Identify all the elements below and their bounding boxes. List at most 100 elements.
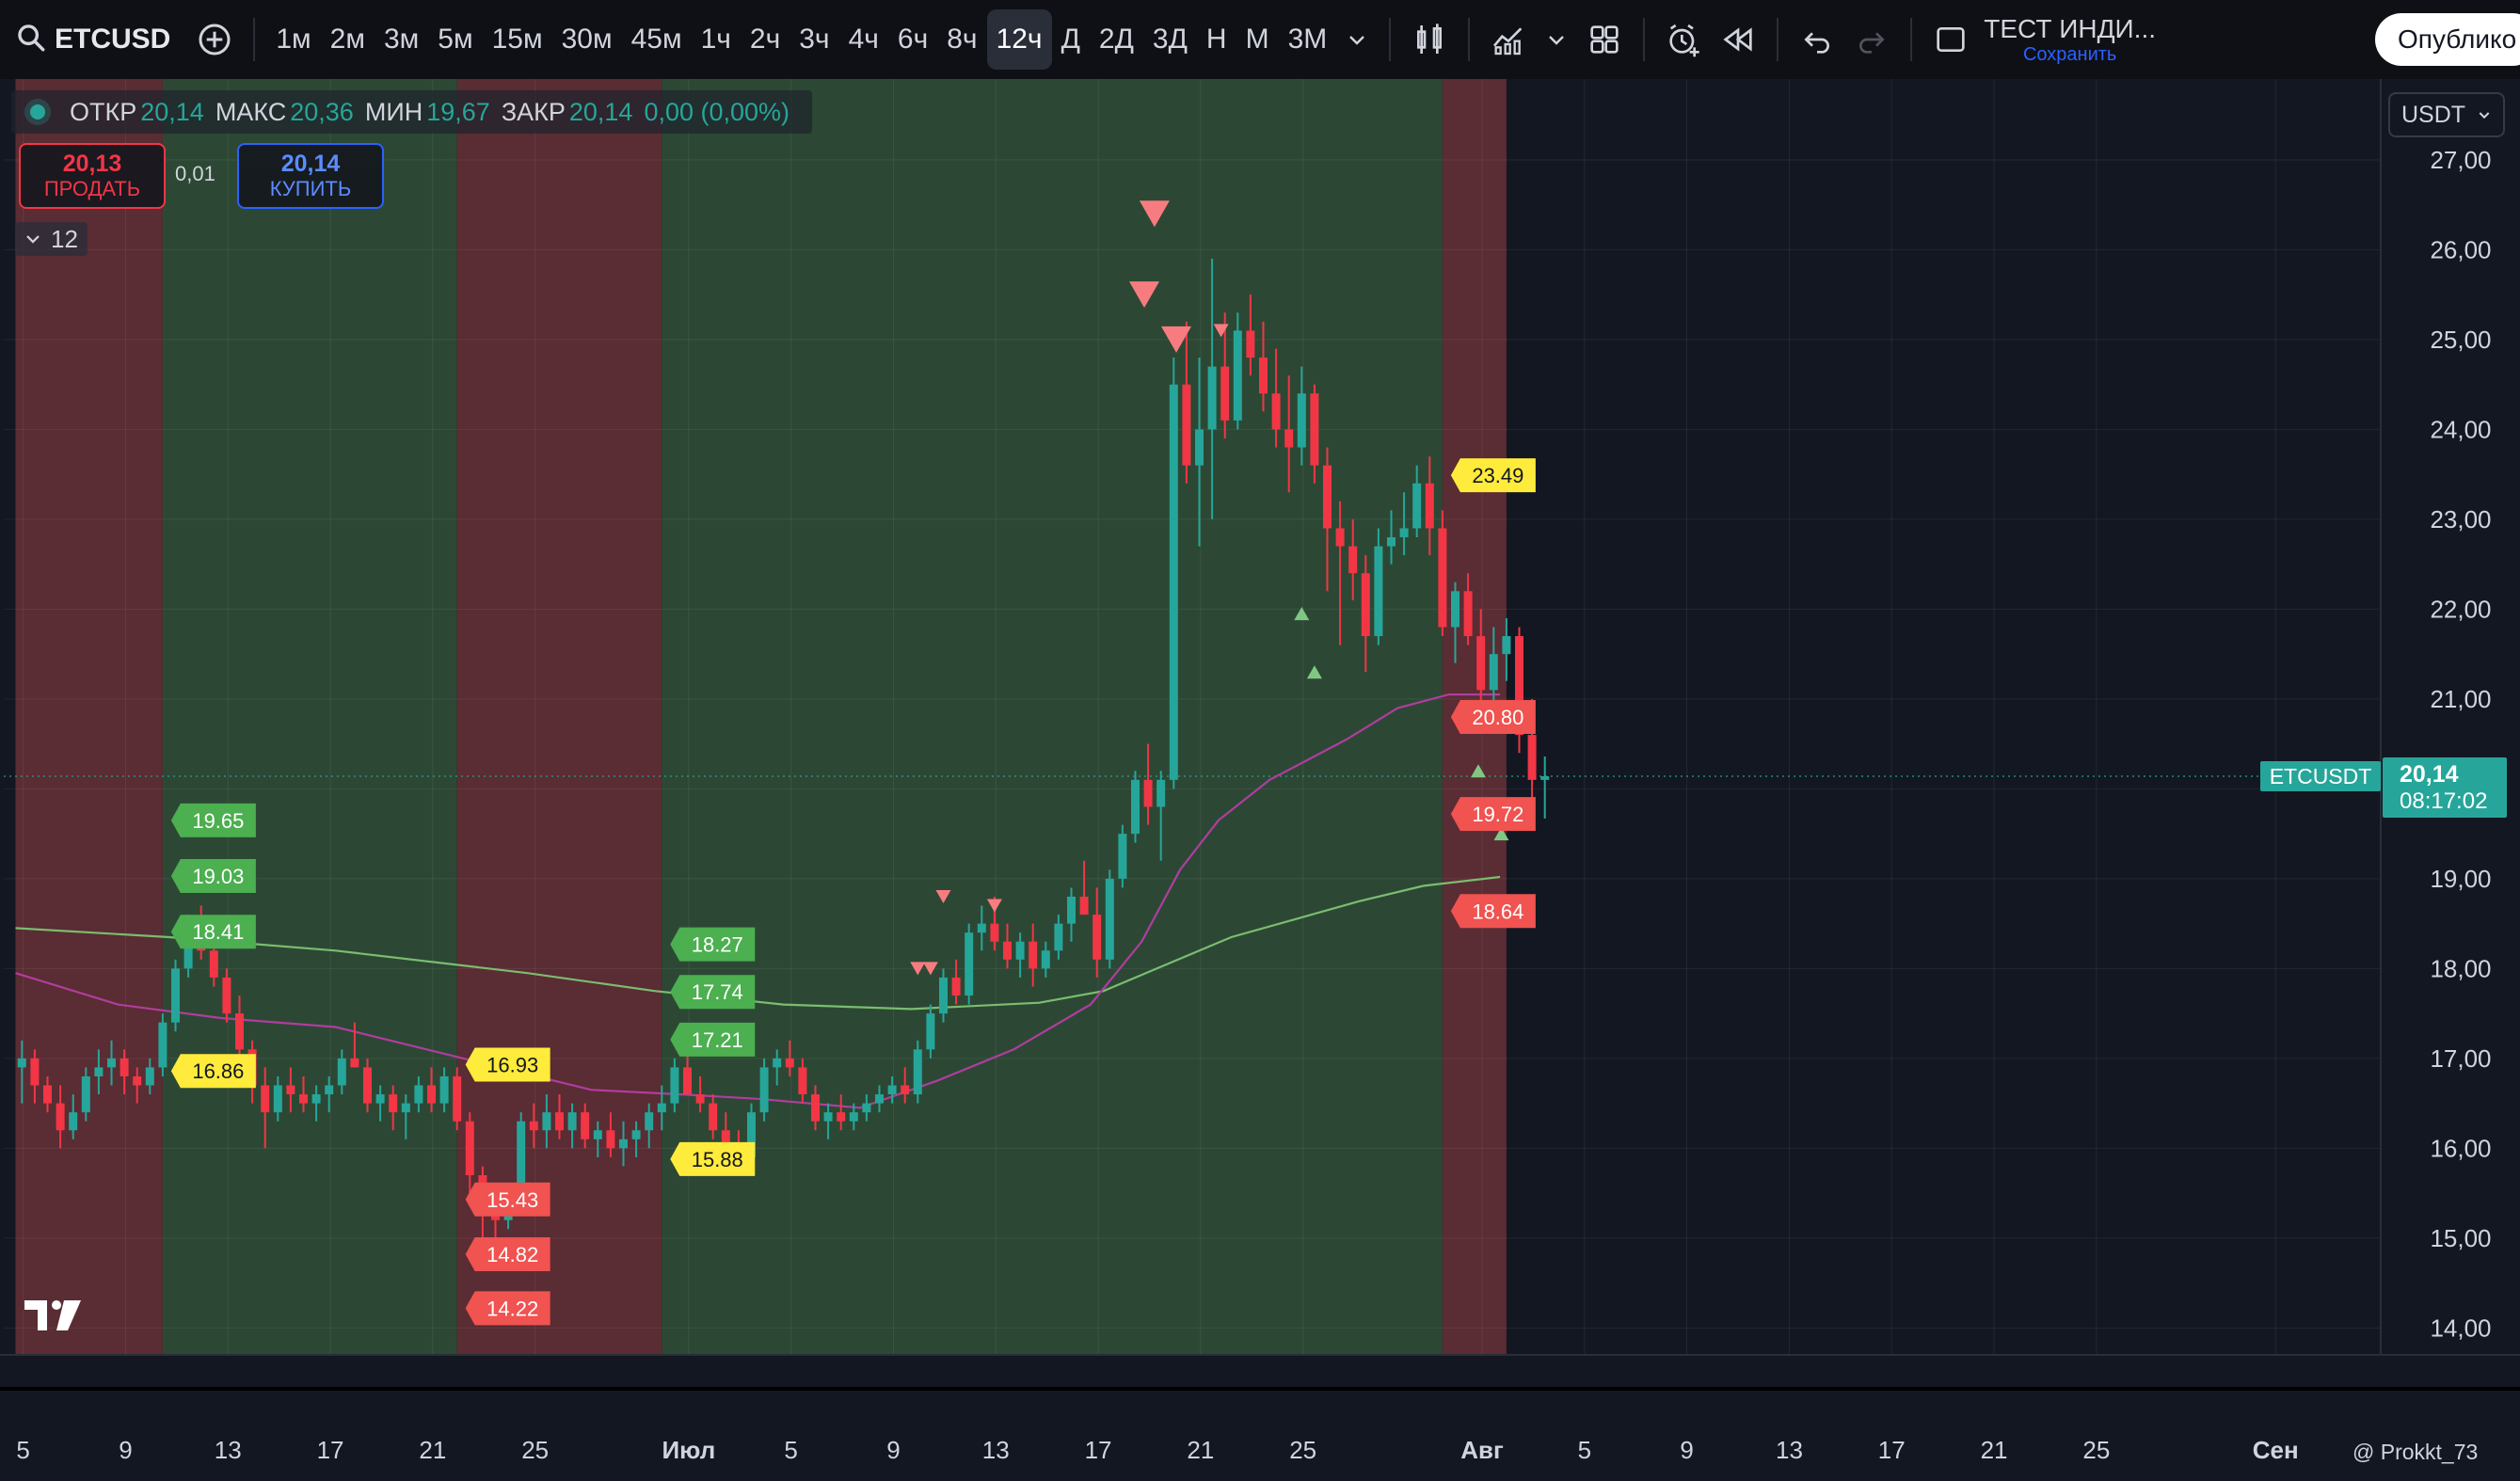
x-tick-label: 25 [1289, 1436, 1316, 1464]
symbol-name: ETCUSD [55, 24, 171, 55]
interval-10[interactable]: 4ч [848, 24, 879, 55]
candle-body [81, 1075, 90, 1113]
price-chart[interactable]: 14,0015,0016,0017,0018,0019,0020,0021,00… [0, 79, 2520, 1481]
interval-0[interactable]: 1м [276, 24, 311, 55]
toolbar-divider [1643, 18, 1646, 61]
level-label: 23.49 [1450, 458, 1536, 493]
candle [555, 1094, 564, 1139]
y-tick-label: 19,00 [2430, 865, 2491, 893]
candle [1067, 887, 1076, 942]
interval-3[interactable]: 5м [438, 24, 473, 55]
indicators-icon [1493, 27, 1523, 56]
candle-body [823, 1112, 833, 1122]
interval-12[interactable]: 8ч [947, 24, 978, 55]
layout-button[interactable] [1923, 12, 1978, 67]
interval-18[interactable]: М [1245, 24, 1269, 55]
signal-down-arrow [1129, 281, 1160, 309]
candle [439, 1067, 449, 1113]
candle [1451, 581, 1459, 663]
interval-4[interactable]: 15м [491, 24, 543, 55]
candle-body [56, 1103, 65, 1131]
tradingview-logo [24, 1300, 81, 1330]
interval-13[interactable]: 12ч [986, 9, 1052, 70]
candle [965, 923, 974, 1005]
save-link[interactable]: Сохранить [2022, 44, 2117, 65]
chevron-down-icon[interactable] [1545, 28, 1568, 51]
candle [1054, 915, 1063, 960]
candle [619, 1121, 628, 1167]
candle-body [849, 1112, 858, 1122]
y-tick-label: 18,00 [2430, 954, 2491, 982]
candle [1374, 528, 1383, 645]
candle [593, 1121, 602, 1157]
currency-select[interactable]: USDT [2388, 92, 2505, 137]
indicators-count: 12 [51, 224, 78, 253]
candle-body [439, 1075, 449, 1104]
replay-button[interactable] [1711, 12, 1765, 67]
signal-up-arrow [1306, 665, 1322, 679]
layout-name: ТЕСТ ИНДИ... [1984, 14, 2157, 43]
interval-8[interactable]: 2ч [749, 24, 781, 55]
candle [1399, 492, 1409, 556]
sell-button[interactable]: 20,13 ПРОДАТЬ [19, 143, 166, 209]
candle-body [1003, 941, 1012, 960]
candle [1476, 609, 1486, 717]
candle [222, 968, 231, 1023]
candle-body [798, 1067, 807, 1095]
candle [171, 959, 180, 1032]
interval-14[interactable]: Д [1061, 24, 1080, 55]
x-tick-label: 21 [419, 1436, 446, 1464]
chart-area[interactable]: 14,0015,0016,0017,0018,0019,0020,0021,00… [0, 79, 2520, 1481]
candle-body [414, 1085, 423, 1104]
interval-17[interactable]: Н [1205, 24, 1227, 55]
level-label: 16.86 [170, 1054, 256, 1089]
layout-name-area[interactable]: ТЕСТ ИНДИ... Сохранить [1984, 14, 2156, 65]
y-tick-label: 27,00 [2430, 146, 2491, 174]
indicators-button[interactable] [1481, 12, 1536, 67]
symbol-tag [2260, 761, 2381, 792]
candle [1105, 869, 1114, 969]
templates-button[interactable] [1577, 12, 1632, 67]
candle [375, 1085, 385, 1122]
sell-price: 20,13 [62, 151, 122, 177]
alert-button[interactable] [1656, 12, 1711, 67]
x-tick-label: 25 [2082, 1436, 2110, 1464]
interval-1[interactable]: 2м [329, 24, 365, 55]
candle [1425, 456, 1434, 556]
change-value: 0,00 (0,00%) [644, 97, 790, 126]
buy-price: 20,14 [280, 151, 341, 177]
candle-body [1041, 950, 1050, 969]
y-tick-label: 26,00 [2430, 235, 2491, 263]
level-label-box [170, 915, 256, 949]
chart-type-button[interactable] [1402, 12, 1457, 67]
publish-button[interactable]: Опублико [2375, 13, 2520, 66]
candle-body [747, 1112, 756, 1157]
interval-11[interactable]: 6ч [897, 24, 929, 55]
redo-button[interactable] [1844, 12, 1899, 67]
level-label-box [170, 859, 256, 894]
interval-2[interactable]: 3м [383, 24, 420, 55]
candle-body [759, 1067, 769, 1113]
candle [798, 1058, 807, 1104]
interval-7[interactable]: 1ч [700, 24, 731, 55]
x-tick-label: 17 [1878, 1436, 1906, 1464]
candle-body [235, 1013, 244, 1050]
toolbar-divider [1468, 18, 1471, 61]
undo-button[interactable] [1790, 12, 1844, 67]
indicators-collapse-button[interactable]: 12 [15, 222, 88, 256]
interval-5[interactable]: 30м [561, 24, 613, 55]
symbol-search[interactable]: ETCUSD [0, 0, 187, 79]
interval-9[interactable]: 3ч [799, 24, 830, 55]
interval-19[interactable]: 3М [1287, 24, 1328, 55]
candle-body [875, 1094, 884, 1104]
candle-body [1233, 330, 1242, 421]
candle-body [1220, 366, 1230, 421]
signal-up-arrow [1470, 764, 1486, 778]
interval-16[interactable]: 3Д [1152, 24, 1188, 55]
buy-button[interactable]: 20,14 КУПИТЬ [237, 143, 384, 209]
candle-body [183, 932, 193, 969]
interval-15[interactable]: 2Д [1098, 24, 1134, 55]
chevron-down-icon[interactable] [1346, 28, 1368, 51]
compare-add-button[interactable] [187, 12, 242, 67]
interval-6[interactable]: 45м [630, 24, 682, 55]
